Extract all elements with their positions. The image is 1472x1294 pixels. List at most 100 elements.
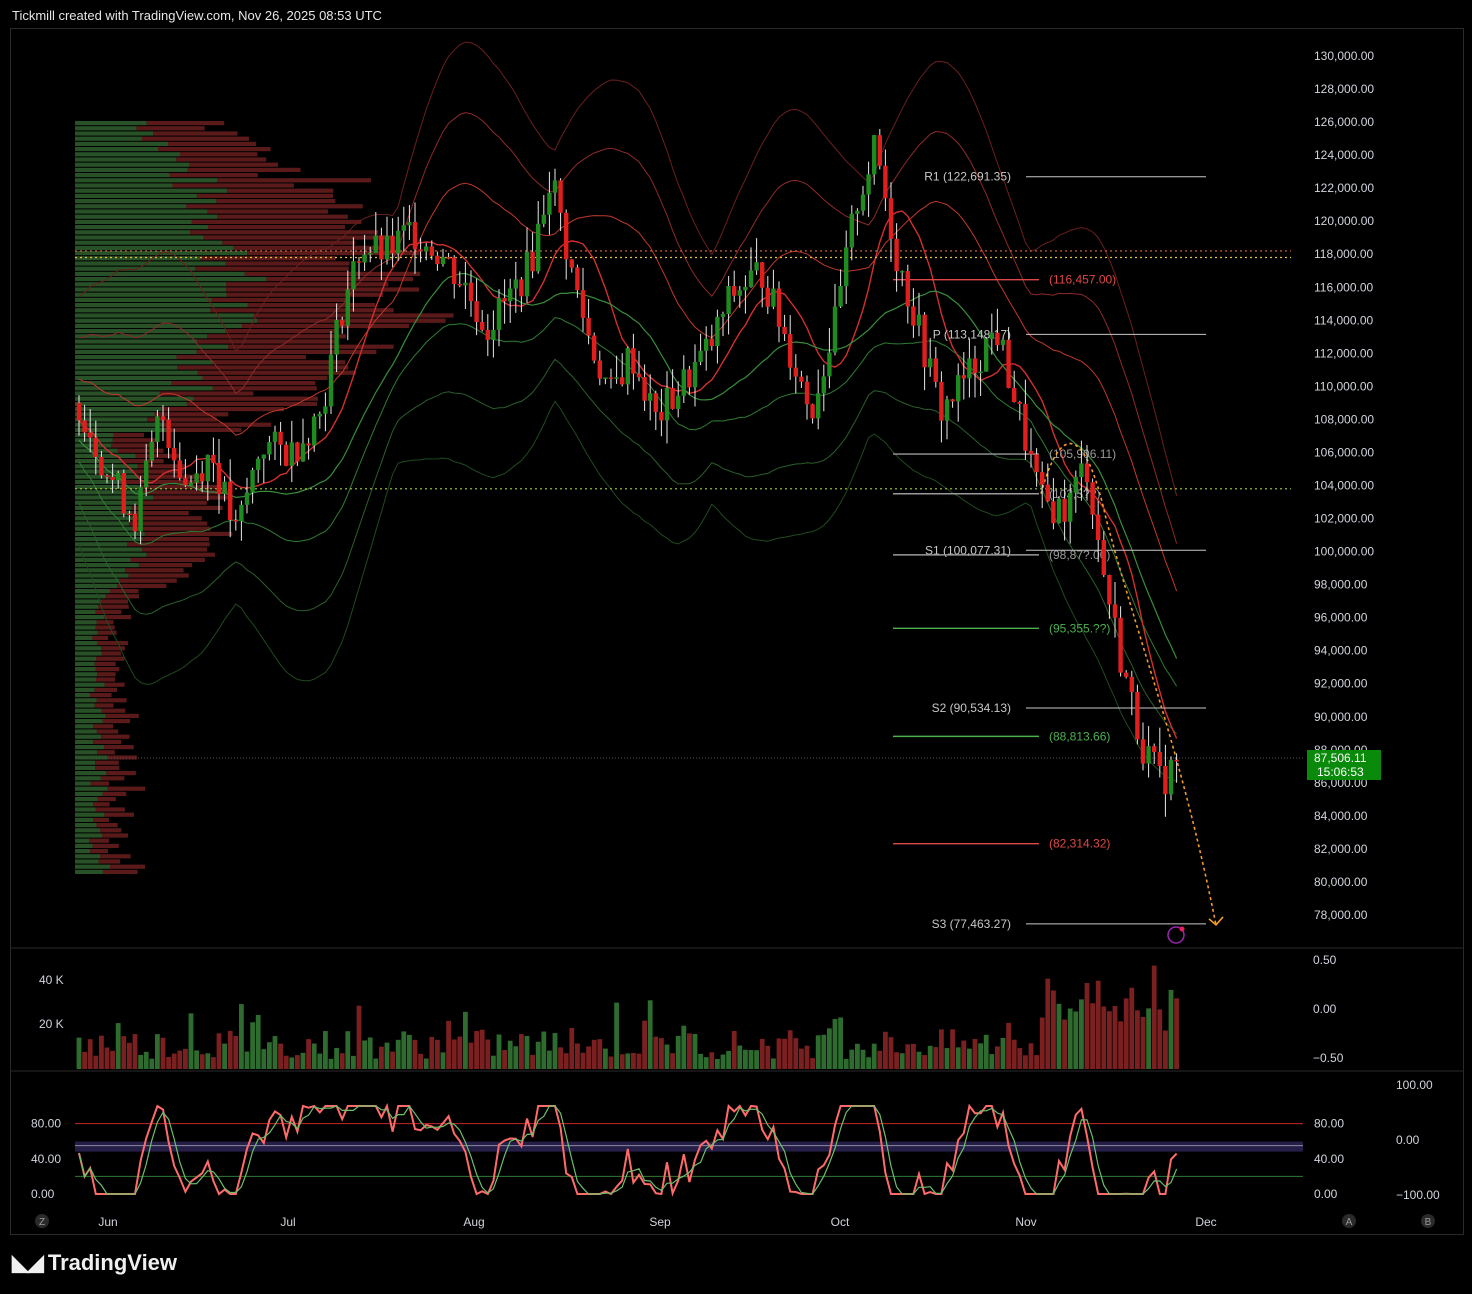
volume-bar xyxy=(1163,1030,1168,1069)
profile-bar-down xyxy=(138,474,202,479)
volume-bar xyxy=(815,1035,821,1069)
candle-up xyxy=(155,416,160,442)
volume-bar xyxy=(877,1050,883,1069)
candle-up xyxy=(547,192,552,215)
profile-bar-up xyxy=(75,401,187,406)
profile-bar-down xyxy=(172,183,294,188)
profile-bar-up xyxy=(75,724,94,729)
volume-bar xyxy=(1112,1005,1118,1069)
candle-down xyxy=(653,393,658,412)
profile-bar-down xyxy=(93,724,114,729)
chart-canvas[interactable]: R1 (122,691.35)(116,457.00)P (113,148.17… xyxy=(11,29,1463,1234)
volume-bar xyxy=(362,1040,367,1069)
profile-bar-down xyxy=(102,869,138,874)
alert-icon xyxy=(1167,926,1185,944)
volume-right-tick-label: 0.50 xyxy=(1313,953,1337,967)
volume-bar xyxy=(575,1043,580,1069)
candle-up xyxy=(373,235,378,254)
candle-down xyxy=(446,257,451,259)
volume-bar xyxy=(636,1053,642,1069)
profile-bar-up xyxy=(75,360,213,365)
volume-bar xyxy=(1045,978,1051,1069)
profile-bar-up xyxy=(75,303,248,308)
candle-down xyxy=(418,249,423,252)
candle-up xyxy=(1068,492,1073,522)
profile-bar-down xyxy=(247,303,376,308)
profile-bar-down xyxy=(200,256,336,261)
profile-bar-down xyxy=(142,526,211,531)
candle-down xyxy=(1040,472,1045,485)
price-tick-label: 112,000.00 xyxy=(1314,346,1373,360)
volume-bar xyxy=(608,1056,614,1069)
volume-bar xyxy=(675,1035,681,1069)
candle-down xyxy=(1157,751,1162,767)
tradingview-logo[interactable]: ◣◢ TradingView xyxy=(12,1250,177,1276)
profile-bar-down xyxy=(90,849,109,854)
profile-bar-down xyxy=(101,651,121,656)
profile-bar-up xyxy=(75,308,211,313)
profile-bar-down xyxy=(127,542,210,547)
profile-bar-up xyxy=(75,547,143,552)
volume-bar xyxy=(491,1055,496,1069)
volume-bar xyxy=(267,1042,272,1069)
profile-bar-up xyxy=(75,615,105,620)
price-tick-label: 114,000.00 xyxy=(1314,313,1373,327)
volume-bar xyxy=(295,1055,300,1069)
profile-bar-down xyxy=(216,199,336,204)
volume-bar xyxy=(1073,1011,1079,1069)
oscillator-tick-label: 0.00 xyxy=(31,1187,55,1201)
profile-bar-down xyxy=(225,329,339,334)
candle-down xyxy=(597,360,602,379)
axis-button-z[interactable] xyxy=(35,1214,49,1228)
profile-bar-down xyxy=(153,495,233,500)
profile-bar-down xyxy=(101,708,126,713)
oscillator-pane: 80.00 40.00 0.00 80.00 40.00 0.00 100.00 0.00 −1… xyxy=(31,1078,1440,1202)
profile-bar-down xyxy=(100,776,125,781)
candle-up xyxy=(698,350,703,362)
countdown-label: 15:06:53 xyxy=(1317,765,1364,779)
volume-bar xyxy=(278,1043,283,1069)
profile-bar-down xyxy=(94,703,114,708)
profile-bar-up xyxy=(75,464,138,469)
chart-frame[interactable]: R1 (122,691.35) (116,457.00) P (113,148.17… xyxy=(10,28,1464,1235)
moving-average-green xyxy=(78,272,1178,659)
stochastic-line xyxy=(78,1103,1178,1197)
volume-bar xyxy=(905,1044,911,1069)
candle-up xyxy=(855,210,860,214)
axis-button-a[interactable] xyxy=(1342,1214,1356,1228)
price-tick-label: 130,000.00 xyxy=(1314,49,1374,63)
profile-bar-down xyxy=(105,594,140,599)
candle-up xyxy=(737,290,742,296)
profile-bar-up xyxy=(75,635,93,640)
volume-tick-label: 40 K xyxy=(39,973,64,987)
signal-line xyxy=(78,1104,1178,1195)
axis-button-b[interactable] xyxy=(1421,1214,1435,1228)
candle-up xyxy=(440,257,446,265)
profile-bar-up xyxy=(75,557,131,562)
volume-bar xyxy=(401,1031,407,1069)
volume-bar xyxy=(670,1053,675,1069)
profile-bar-down xyxy=(226,282,389,287)
volume-bar xyxy=(1051,990,1056,1069)
candle-down xyxy=(776,288,782,327)
volume-tick-label: 20 K xyxy=(39,1017,64,1031)
profile-bar-down xyxy=(92,843,119,848)
profile-bar-up xyxy=(75,271,245,276)
profile-bar-down xyxy=(102,791,127,796)
profile-bar-up xyxy=(75,563,139,568)
profile-bar-down xyxy=(147,417,217,422)
candle-down xyxy=(732,286,737,296)
profile-bar-down xyxy=(197,370,356,375)
projection-arrow xyxy=(1208,916,1224,927)
profile-bar-up xyxy=(75,568,126,573)
profile-bar-up xyxy=(75,162,190,167)
volume-bar xyxy=(311,1043,317,1069)
volume-bar xyxy=(323,1031,328,1069)
candle-down xyxy=(961,375,966,379)
profile-bar-up xyxy=(75,869,103,874)
volume-bar xyxy=(939,1029,944,1069)
last-price-label: 87,506.11 xyxy=(1314,751,1367,765)
price-tick-label: 110,000.00 xyxy=(1314,379,1373,393)
price-tick-label: 120,000.00 xyxy=(1314,214,1374,228)
volume-bar xyxy=(950,1029,955,1069)
